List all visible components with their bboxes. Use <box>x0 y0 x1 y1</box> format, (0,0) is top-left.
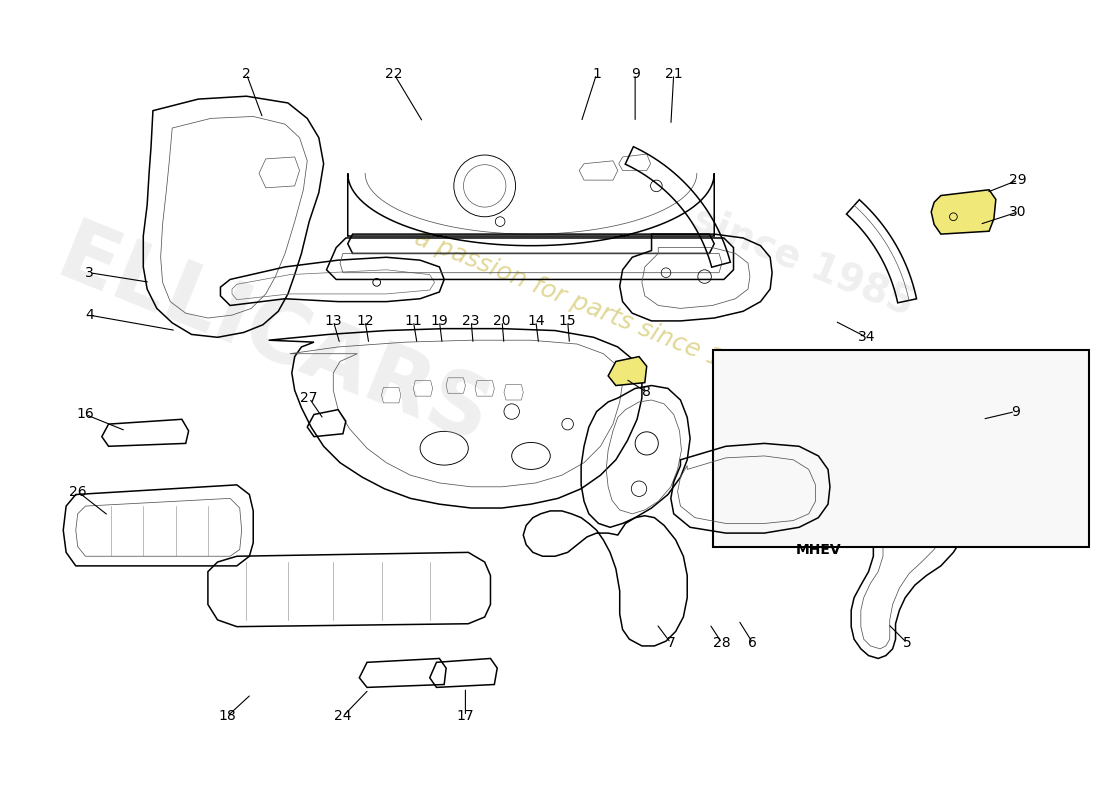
Text: 23: 23 <box>462 314 480 328</box>
Text: 1: 1 <box>592 67 601 81</box>
Text: 6: 6 <box>748 636 757 650</box>
Text: 19: 19 <box>430 314 448 328</box>
Text: 4: 4 <box>85 308 94 322</box>
Text: 18: 18 <box>218 710 236 723</box>
Text: 34: 34 <box>858 330 876 344</box>
Text: 14: 14 <box>527 314 544 328</box>
Text: ELLICARS: ELLICARS <box>44 214 501 462</box>
Text: 22: 22 <box>385 67 403 81</box>
Text: 29: 29 <box>1009 173 1026 187</box>
Text: since 1985: since 1985 <box>686 199 918 322</box>
Text: 9: 9 <box>1011 405 1020 418</box>
Text: 17: 17 <box>456 710 474 723</box>
Text: 16: 16 <box>77 407 95 422</box>
Text: 27: 27 <box>300 391 318 405</box>
Text: 20: 20 <box>493 314 510 328</box>
Text: 3: 3 <box>85 266 94 280</box>
Text: 26: 26 <box>69 485 87 498</box>
Text: 28: 28 <box>713 636 730 650</box>
Text: 2: 2 <box>242 67 251 81</box>
Text: 12: 12 <box>356 314 374 328</box>
Text: 24: 24 <box>334 710 352 723</box>
FancyBboxPatch shape <box>713 350 1089 546</box>
Text: 13: 13 <box>324 314 342 328</box>
Text: 5: 5 <box>903 636 912 650</box>
Polygon shape <box>932 190 996 234</box>
Text: a passion for parts since 1985: a passion for parts since 1985 <box>411 226 770 390</box>
Text: 8: 8 <box>642 386 651 399</box>
Text: 15: 15 <box>559 314 576 328</box>
Polygon shape <box>608 357 647 386</box>
Text: 30: 30 <box>1010 205 1026 219</box>
Text: 11: 11 <box>405 314 422 328</box>
Text: 21: 21 <box>664 67 682 81</box>
Text: 7: 7 <box>667 636 675 650</box>
Text: MHEV: MHEV <box>795 542 842 557</box>
Text: 9: 9 <box>630 67 639 81</box>
